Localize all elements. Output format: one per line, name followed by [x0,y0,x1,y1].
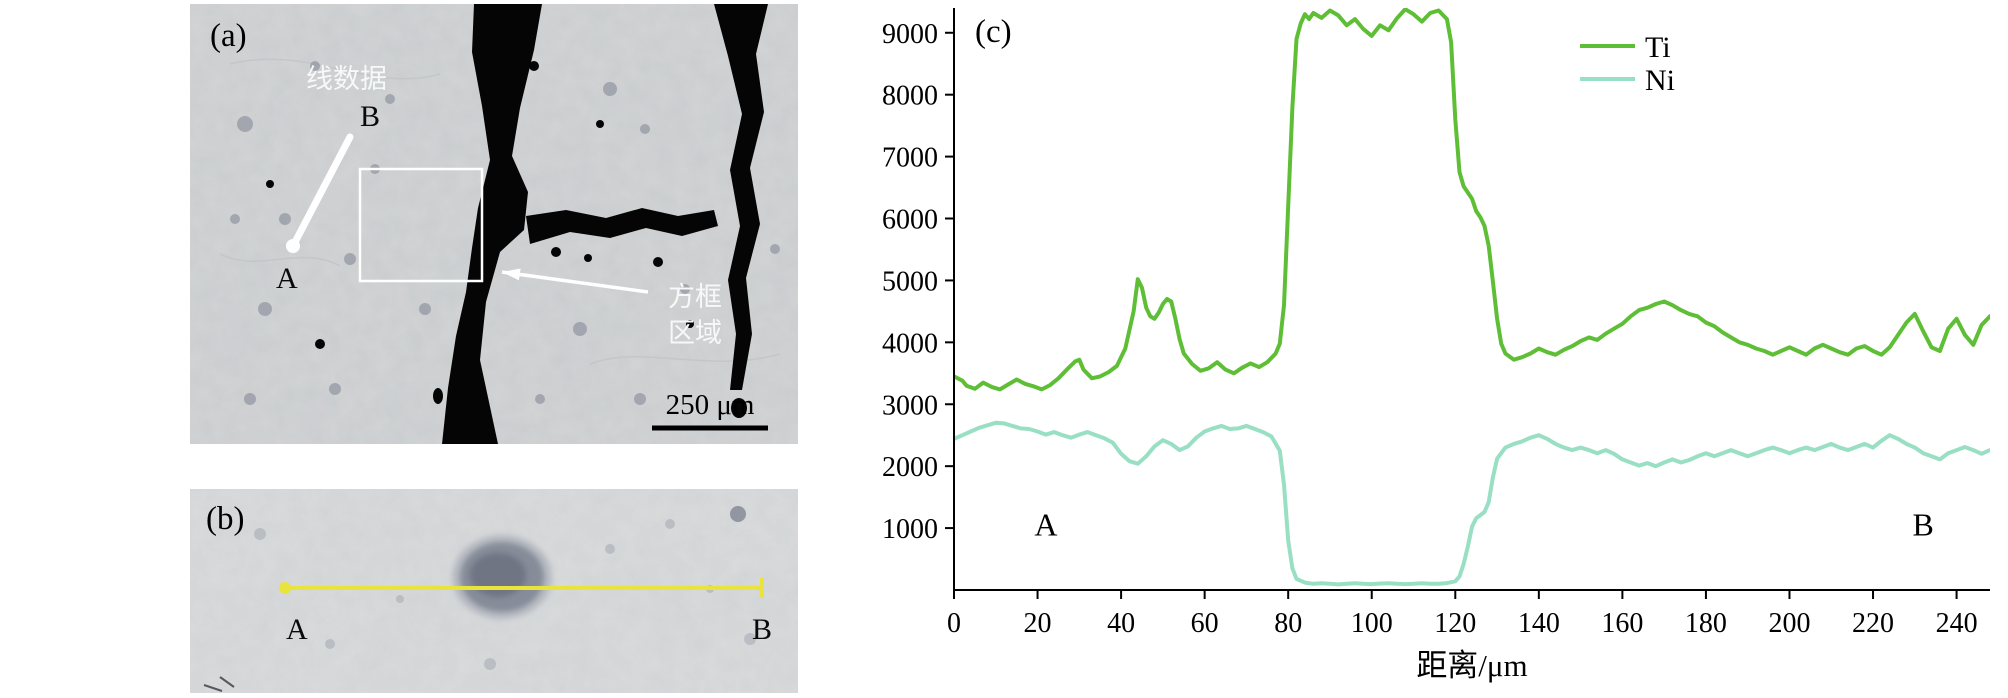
x-tick-label: 80 [1274,608,1302,639]
x-tick-label: 100 [1351,608,1393,639]
y-tick-label: 1000 [882,514,938,545]
point-label-B: B [1912,507,1933,543]
tiny-cracks [203,676,235,692]
y-tick-label: 4000 [882,328,938,359]
x-tick-label: 20 [1024,608,1052,639]
central-inclusion [452,535,552,619]
region-box [358,167,484,283]
box-arrow [501,268,649,294]
series-line-Ni [954,420,1990,587]
point-a-label: A [276,262,298,295]
y-tick-label: 6000 [882,205,938,236]
y-tick-label: 5000 [882,266,938,297]
scan-line-ab [289,133,354,250]
panel-a-micrograph: (a) 线数据 B A 方框 区域 250 μm [190,4,798,444]
x-tick-label: 240 [1936,608,1978,639]
y-tick-label: 7000 [882,143,938,174]
panel-a-label: (a) [210,18,247,54]
x-tick-label: 0 [947,608,961,639]
box-label-line1: 方框 [668,282,722,312]
x-tick-label: 200 [1768,608,1810,639]
point-label-A: A [1034,507,1057,543]
box-label-line2: 区域 [668,318,722,348]
series-line-Ti [954,8,1990,392]
x-axis-title: 距离/μm [1416,648,1527,683]
scale-bar-text: 250 μm [666,389,755,421]
texture-spots-faint [254,519,756,670]
y-tick-label: 8000 [882,81,938,112]
line-chart-svg: (c) 距离/μm 100020003000400050006000700080… [882,8,1990,683]
panel-b-svg: (b) A B [190,489,798,693]
x-tick-label: 140 [1518,608,1560,639]
y-tick-label: 3000 [882,390,938,421]
panel-c-chart: (c) 距离/μm 1000 2000 3000 4000 5000 6000 7000 80… [880,0,2008,693]
x-tick-label: 180 [1685,608,1727,639]
x-tick-label: 220 [1852,608,1894,639]
panel-b-micrograph: (b) A B [190,489,798,693]
scan-line-endpoint-a [286,239,300,253]
panel-c-label: (c) [975,14,1012,50]
panel-a-svg: (a) 线数据 B A 方框 区域 250 μm [190,4,798,444]
line-data-label: 线数据 [306,64,387,94]
legend-label-Ti: Ti [1645,31,1671,64]
chart-series-group [954,8,1990,587]
crack-shapes [266,4,768,444]
y-tick-label: 2000 [882,452,938,483]
x-tick-label: 120 [1434,608,1476,639]
y-tick-label: 9000 [882,19,938,50]
faint-grain-boundaries [219,58,781,365]
x-tick-label: 160 [1601,608,1643,639]
texture-spots-dark-gray [230,61,780,405]
point-b-label: B [752,613,772,646]
x-tick-label: 60 [1191,608,1219,639]
legend-label-Ni: Ni [1645,64,1675,97]
point-a-label: A [286,613,308,646]
panel-b-label: (b) [206,501,244,537]
dark-spot [730,506,746,522]
point-b-label: B [360,100,380,133]
x-tick-label: 40 [1107,608,1135,639]
scan-line-endpoint-a [279,582,291,594]
